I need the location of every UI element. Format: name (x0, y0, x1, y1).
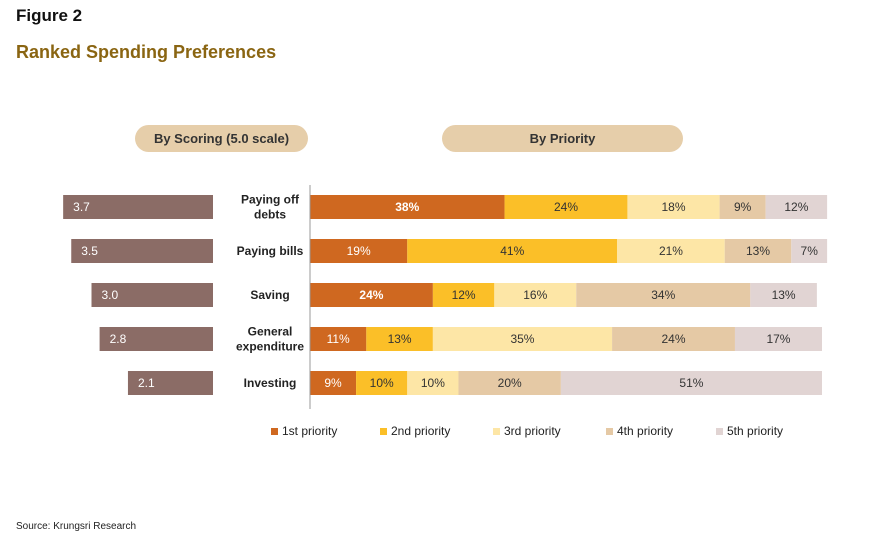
priority-data-label: 16% (523, 288, 547, 302)
priority-segment (407, 239, 618, 263)
priority-segment (458, 371, 561, 395)
priority-segment (627, 195, 720, 219)
legend-swatch (716, 428, 723, 435)
priority-data-label: 18% (662, 200, 686, 214)
priority-data-label: 24% (359, 288, 383, 302)
priority-segment (791, 239, 828, 263)
priority-segment (765, 195, 828, 219)
chart-title: Ranked Spending Preferences (16, 42, 277, 62)
priority-segment (724, 239, 792, 263)
priority-header-pill: By Priority (442, 125, 683, 152)
legend-swatch (606, 428, 613, 435)
priority-segment (432, 327, 613, 351)
legend-label: 5th priority (727, 424, 783, 438)
priority-data-label: 24% (554, 200, 578, 214)
priority-segment (310, 239, 408, 263)
priority-data-label: 24% (662, 332, 686, 346)
priority-segment (310, 195, 505, 219)
category-label: Investing (244, 376, 297, 390)
score-bar (127, 371, 213, 395)
priority-data-label: 21% (659, 244, 683, 258)
legend-label: 3rd priority (504, 424, 561, 438)
priority-data-label: 17% (766, 332, 790, 346)
legend-swatch (380, 428, 387, 435)
priority-segment (750, 283, 817, 307)
priority-data-label: 34% (651, 288, 675, 302)
score-value-label: 2.1 (138, 376, 155, 390)
priority-data-label: 41% (500, 244, 524, 258)
priority-segment (310, 327, 367, 351)
priority-segment (356, 371, 408, 395)
category-label: Paying bills (237, 244, 304, 258)
scoring-header-pill: By Scoring (5.0 scale) (135, 125, 308, 152)
legend-label: 4th priority (617, 424, 673, 438)
priority-segment (719, 195, 766, 219)
priority-data-label: 9% (734, 200, 752, 214)
scoring-header-label: By Scoring (5.0 scale) (153, 131, 290, 146)
priority-segment (560, 371, 822, 395)
priority-data-label: 10% (421, 376, 445, 390)
category-label: Paying off (241, 193, 300, 207)
priority-segment (576, 283, 751, 307)
score-value-label: 2.8 (110, 332, 127, 346)
priority-data-label: 9% (324, 376, 342, 390)
score-bar (91, 283, 213, 307)
category-label: Saving (250, 288, 289, 302)
priority-segment (734, 327, 822, 351)
source-note: Source: Krungsri Research (16, 521, 137, 532)
priority-segment (407, 371, 459, 395)
priority-segment (494, 283, 577, 307)
score-value-label: 3.0 (102, 288, 119, 302)
priority-data-label: 12% (452, 288, 476, 302)
priority-data-label: 51% (679, 376, 703, 390)
category-label: expenditure (236, 340, 304, 354)
score-bar (71, 239, 213, 263)
priority-data-label: 10% (370, 376, 394, 390)
priority-segment (310, 283, 433, 307)
priority-data-label: 13% (388, 332, 412, 346)
category-label: General (248, 325, 293, 339)
legend-swatch (493, 428, 500, 435)
score-bar (99, 327, 213, 351)
priority-data-label: 20% (498, 376, 522, 390)
priority-data-label: 38% (395, 200, 419, 214)
priority-data-label: 7% (801, 244, 819, 258)
priority-segment (617, 239, 725, 263)
priority-segment (432, 283, 495, 307)
figure-label: Figure 2 (16, 6, 83, 25)
priority-header-label: By Priority (529, 131, 596, 146)
priority-segment (366, 327, 433, 351)
legend-swatch (271, 428, 278, 435)
priority-data-label: 13% (772, 288, 796, 302)
score-value-label: 3.7 (73, 200, 90, 214)
priority-segment (310, 371, 357, 395)
legend-label: 2nd priority (391, 424, 450, 438)
priority-data-label: 35% (510, 332, 534, 346)
priority-data-label: 11% (327, 332, 350, 346)
score-value-label: 3.5 (81, 244, 98, 258)
priority-segment (612, 327, 735, 351)
priority-data-label: 19% (347, 244, 371, 258)
priority-segment (504, 195, 628, 219)
priority-data-label: 13% (746, 244, 770, 258)
category-label: debts (254, 208, 286, 222)
score-bar (63, 195, 214, 219)
legend-label: 1st priority (282, 424, 337, 438)
priority-data-label: 12% (784, 200, 808, 214)
